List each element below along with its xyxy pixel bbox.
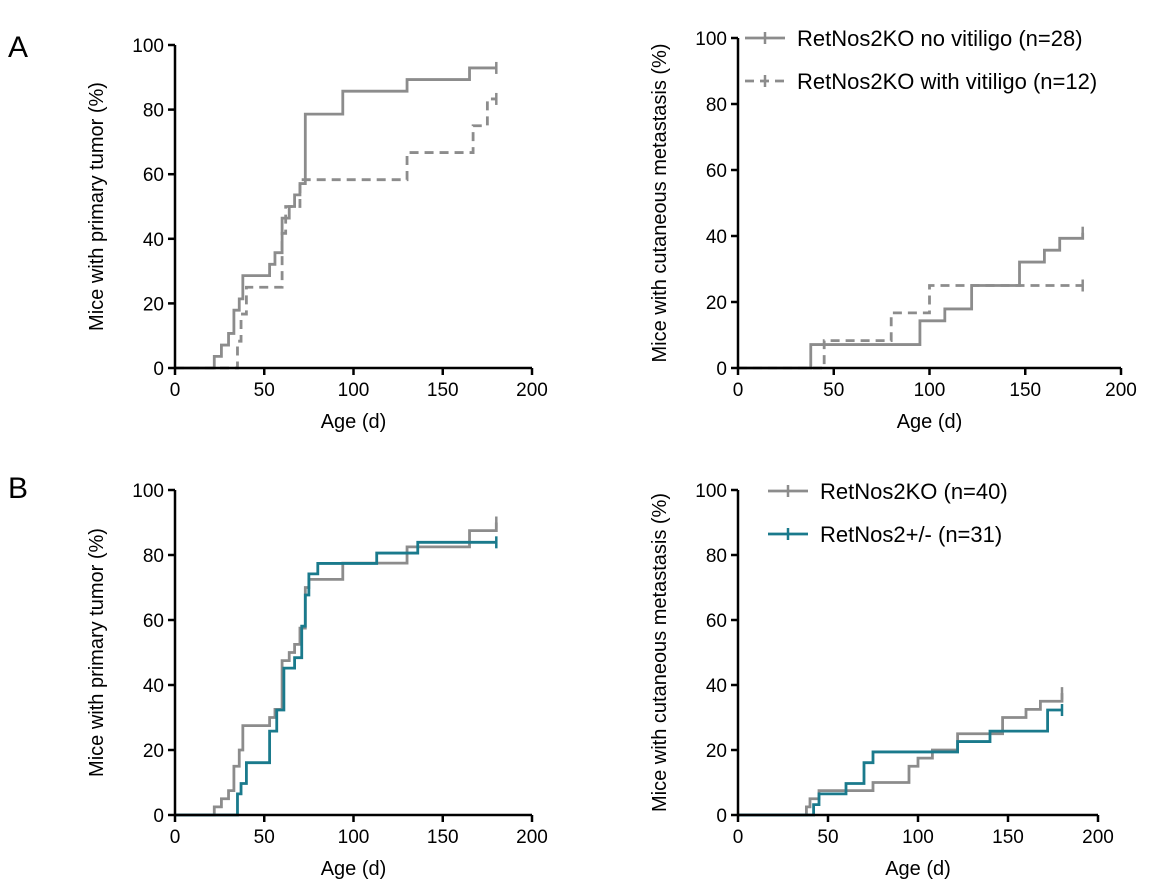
series-line-1 (738, 708, 1062, 817)
legend-label-1: RetNos2KO with vitiligo (n=12) (797, 69, 1097, 94)
x-tick-label: 200 (516, 380, 548, 401)
chart-a-cutaneous-metastasis: 0 50 100 150 200 0 20 40 60 80 100 Age (d) Mice with… (649, 26, 1137, 433)
y-tick-label: 20 (143, 741, 164, 762)
y-tick-label: 100 (132, 481, 164, 502)
x-axis-title: Age (d) (321, 858, 387, 880)
y-tick-label: 60 (143, 165, 164, 186)
y-tick-label: 40 (143, 676, 164, 697)
y-axis-title: Mice with cutaneous metastasis (%) (649, 43, 671, 362)
x-tick-label: 200 (1105, 380, 1137, 401)
series-line-1 (175, 97, 497, 370)
x-tick-label: 100 (338, 827, 370, 848)
y-tick-label: 60 (143, 611, 164, 632)
panel-letter-a: A (8, 31, 28, 64)
series-line-0 (738, 232, 1085, 370)
legend-label-0: RetNos2KO (n=40) (820, 479, 1008, 504)
x-tick-label: 50 (823, 380, 844, 401)
series-line-1 (738, 284, 1083, 370)
y-tick-label: 80 (706, 546, 727, 567)
y-tick-label: 20 (706, 293, 727, 314)
y-tick-label: 60 (706, 161, 727, 182)
y-tick-label: 0 (153, 359, 164, 380)
x-tick-label: 200 (1082, 827, 1114, 848)
series-line-0 (175, 522, 498, 817)
y-axis-title: Mice with cutaneous metastasis (%) (649, 493, 671, 812)
y-tick-label: 80 (706, 95, 727, 116)
y-tick-label: 0 (716, 806, 727, 827)
x-tick-label: 50 (254, 827, 275, 848)
x-tick-label: 0 (170, 827, 181, 848)
series-line-0 (175, 66, 497, 370)
x-tick-label: 0 (733, 380, 744, 401)
y-tick-label: 20 (706, 741, 727, 762)
y-tick-label: 0 (153, 806, 164, 827)
y-tick-label: 100 (132, 36, 164, 57)
x-tick-label: 50 (817, 827, 838, 848)
legend-label-0: RetNos2KO no vitiligo (n=28) (797, 26, 1083, 51)
legend-label-1: RetNos2+/- (n=31) (820, 522, 1002, 547)
x-tick-label: 100 (902, 827, 934, 848)
x-axis-title: Age (d) (885, 858, 951, 880)
y-tick-label: 100 (695, 481, 727, 502)
y-tick-label: 80 (143, 101, 164, 122)
chart-b-primary-tumor: 0 50 100 150 200 0 20 40 60 80 100 Age (d) Mice with… (86, 481, 548, 880)
x-tick-label: 150 (427, 380, 459, 401)
x-tick-label: 200 (516, 827, 548, 848)
chart-a-primary-tumor: 0 50 100 150 200 0 20 40 60 80 100 Age (d) Mice with… (86, 36, 548, 433)
panel-letter-b: B (8, 472, 28, 505)
y-tick-label: 60 (706, 611, 727, 632)
x-tick-label: 0 (170, 380, 181, 401)
y-tick-label: 40 (143, 230, 164, 251)
y-tick-label: 40 (706, 227, 727, 248)
x-tick-label: 150 (992, 827, 1024, 848)
series-line-0 (738, 693, 1064, 817)
y-axis-title: Mice with primary tumor (%) (86, 528, 108, 777)
x-tick-label: 100 (338, 380, 370, 401)
x-tick-label: 100 (914, 380, 946, 401)
y-tick-label: 20 (143, 294, 164, 315)
x-tick-label: 150 (427, 827, 459, 848)
x-tick-label: 0 (733, 827, 744, 848)
chart-b-cutaneous-metastasis: 0 50 100 150 200 0 20 40 60 80 100 Age (d) Mice with… (649, 479, 1114, 880)
y-tick-label: 40 (706, 676, 727, 697)
x-tick-label: 150 (1009, 380, 1041, 401)
x-tick-label: 50 (254, 380, 275, 401)
y-tick-label: 100 (695, 29, 727, 50)
x-axis-title: Age (d) (321, 411, 387, 433)
x-axis-title: Age (d) (897, 411, 963, 433)
y-axis-title: Mice with primary tumor (%) (86, 82, 108, 331)
y-tick-label: 0 (716, 359, 727, 380)
y-tick-label: 80 (143, 546, 164, 567)
series-line-1 (175, 540, 497, 817)
